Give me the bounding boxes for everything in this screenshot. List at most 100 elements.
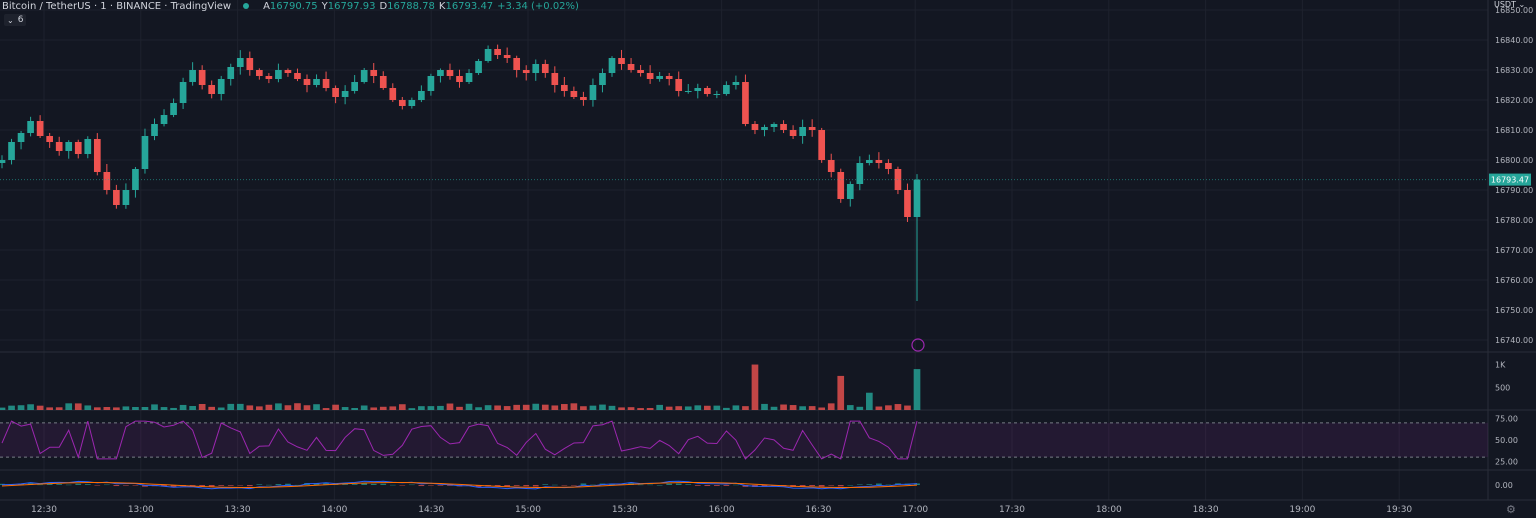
volume-bar bbox=[570, 403, 578, 410]
volume-bar bbox=[294, 403, 301, 410]
last-price-tag bbox=[1489, 173, 1531, 186]
volume-bar bbox=[84, 405, 92, 410]
macd-histogram-bar bbox=[761, 485, 768, 487]
candle-body bbox=[246, 58, 254, 70]
x-tick-label: 13:30 bbox=[225, 505, 251, 515]
macd-histogram-bar bbox=[447, 485, 453, 486]
macd-histogram-bar bbox=[876, 483, 882, 485]
macd-histogram-bar bbox=[361, 483, 368, 485]
candle-body bbox=[561, 85, 568, 91]
macd-histogram-bar bbox=[84, 484, 91, 485]
candle-body bbox=[503, 55, 511, 58]
macd-histogram-bar bbox=[46, 483, 53, 485]
macd-histogram-bar bbox=[847, 484, 854, 486]
gear-icon[interactable]: ⚙ bbox=[1506, 503, 1516, 516]
candle-body bbox=[665, 76, 673, 79]
close-value: 16793.47 bbox=[445, 0, 494, 12]
macd-histogram-bar bbox=[666, 483, 673, 485]
candle-body bbox=[675, 79, 683, 91]
candle-body bbox=[541, 64, 549, 73]
candlestick-series bbox=[0, 44, 1488, 352]
volume-bar bbox=[627, 407, 635, 410]
event-marker-icon bbox=[911, 338, 925, 352]
macd-histogram-bar bbox=[399, 485, 406, 486]
symbol-title[interactable]: Bitcoin / TetherUS · 1 · BINANCE · Tradi… bbox=[2, 0, 232, 12]
macd-histogram-bar bbox=[266, 484, 272, 486]
volume-bar bbox=[246, 405, 254, 410]
x-tick-label: 15:30 bbox=[612, 505, 638, 515]
volume-bar bbox=[427, 406, 435, 410]
indicators-toggle[interactable]: ⌄ 6 bbox=[4, 14, 27, 26]
candle-body bbox=[351, 82, 358, 91]
volume-bar bbox=[656, 404, 663, 410]
candle-body bbox=[694, 88, 702, 91]
candle-body bbox=[608, 58, 616, 73]
volume-bar bbox=[275, 403, 282, 410]
candle-body bbox=[341, 91, 349, 97]
volume-bar bbox=[141, 407, 149, 410]
candle-body bbox=[475, 61, 482, 73]
candle-body bbox=[208, 85, 216, 94]
volume-bar bbox=[484, 405, 492, 410]
candle-body bbox=[284, 70, 292, 73]
volume-bar bbox=[465, 403, 473, 410]
candle-body bbox=[294, 73, 301, 79]
volume-bar bbox=[761, 403, 768, 410]
volume-bar bbox=[808, 406, 816, 410]
volume-bar bbox=[522, 404, 530, 410]
macd-histogram-bar bbox=[170, 485, 177, 488]
volume-bar bbox=[370, 407, 378, 410]
candle-body bbox=[74, 142, 82, 154]
volume-bar bbox=[684, 406, 692, 410]
macd-histogram-bar bbox=[504, 485, 511, 487]
volume-bar bbox=[780, 404, 787, 410]
macd-histogram-bar bbox=[313, 483, 320, 485]
chevron-down-icon: ⌄ bbox=[7, 15, 14, 25]
macd-histogram-bar bbox=[189, 485, 196, 486]
candle-body bbox=[742, 82, 749, 124]
macd-histogram-bar bbox=[408, 484, 415, 486]
volume-bar bbox=[637, 408, 644, 410]
candle-body bbox=[379, 76, 387, 88]
volume-bar bbox=[179, 404, 187, 410]
candle-body bbox=[732, 82, 740, 85]
x-tick-label: 19:30 bbox=[1386, 505, 1412, 515]
volume-bar bbox=[408, 408, 416, 410]
macd-histogram-bar bbox=[56, 484, 63, 485]
candle-body bbox=[360, 70, 368, 82]
axes[interactable]: 12:30 13:00 13:30 14:00 14:30 15:00 15:30 16:00… bbox=[31, 6, 1533, 515]
rsi-pane bbox=[0, 420, 1488, 460]
volume-bar bbox=[599, 404, 606, 410]
macd-histogram-bar bbox=[513, 485, 520, 486]
volume-bar bbox=[456, 406, 463, 410]
macd-histogram-bar bbox=[885, 484, 892, 486]
volume-bar bbox=[856, 406, 864, 410]
macd-histogram-bar bbox=[580, 483, 587, 485]
currency-selector[interactable]: USDT ⌄ bbox=[1494, 0, 1526, 9]
y-tick-label: 16800.00 bbox=[1495, 156, 1533, 165]
volume-bar bbox=[398, 404, 406, 410]
macd-histogram-bar bbox=[132, 485, 139, 486]
macd-histogram-bar bbox=[637, 484, 644, 486]
macd-histogram-bar bbox=[342, 484, 348, 485]
macd-histogram-bar bbox=[37, 484, 43, 486]
macd-histogram-bar bbox=[428, 485, 434, 486]
candle-body bbox=[275, 70, 282, 79]
candle-body bbox=[513, 58, 521, 70]
candle-body bbox=[332, 88, 339, 97]
candle-body bbox=[446, 70, 454, 76]
candle-body bbox=[437, 70, 444, 76]
candle-body bbox=[904, 190, 911, 217]
y-tick-label: 16740.00 bbox=[1495, 336, 1533, 345]
volume-bar bbox=[65, 403, 73, 410]
macd-histogram-bar bbox=[647, 484, 653, 486]
candle-body bbox=[36, 121, 44, 136]
candle-body bbox=[322, 79, 330, 88]
macd-histogram-bar bbox=[561, 485, 568, 486]
volume-bar bbox=[732, 405, 740, 410]
volume-bar bbox=[742, 406, 749, 410]
macd-histogram-bar bbox=[123, 485, 129, 486]
candle-body bbox=[303, 79, 311, 85]
candle-body bbox=[84, 139, 92, 154]
